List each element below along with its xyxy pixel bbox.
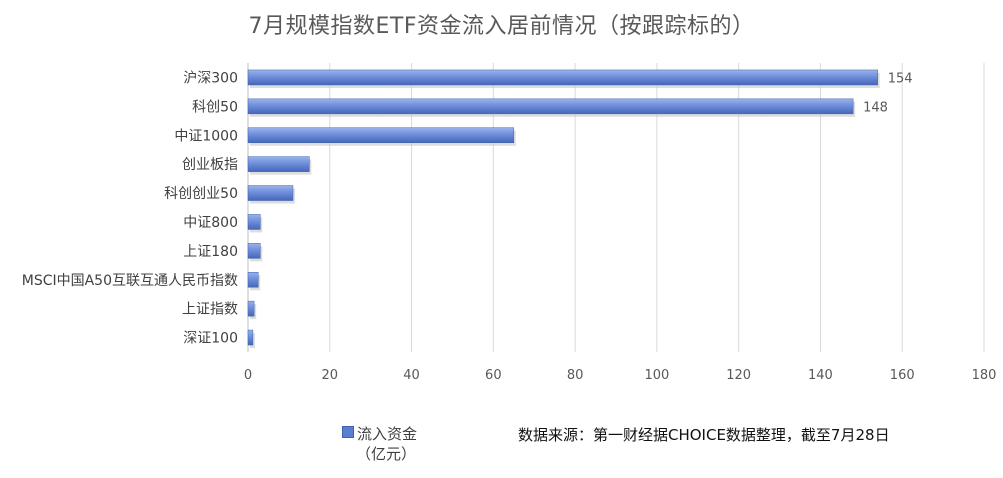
- category-label: 科创50: [192, 99, 238, 115]
- legend-label: 流入资金: [357, 425, 418, 443]
- category-label: 创业板指: [182, 157, 238, 173]
- category-label: 深证100: [183, 331, 238, 347]
- bar: [247, 329, 254, 346]
- legend-unit: （亿元）: [356, 445, 417, 463]
- bar: [247, 127, 515, 143]
- x-tick-label: 160: [890, 368, 915, 383]
- category-label: 上证180: [183, 244, 238, 260]
- bar: [247, 156, 310, 172]
- source-note: 数据来源：第一财经据CHOICE数据整理，截至7月28日: [518, 426, 890, 444]
- x-tick-label: 0: [244, 368, 252, 383]
- category-label: 上证指数: [182, 302, 238, 318]
- category-label: 中证800: [183, 215, 238, 231]
- category-label: 科创创业50: [164, 186, 238, 202]
- bar: [247, 98, 854, 115]
- x-tick-label: 140: [808, 368, 833, 383]
- category-label: 沪深300: [183, 70, 238, 86]
- category-label: 中证1000: [174, 128, 238, 144]
- bars: [247, 69, 880, 349]
- x-tick-label: 40: [403, 368, 420, 383]
- legend: 流入资金 （亿元）: [342, 424, 417, 464]
- bar: [247, 185, 294, 201]
- legend-swatch: [342, 426, 354, 438]
- data-label: 148: [863, 100, 888, 115]
- x-tick-labels: 0 20 40 60 80 100 120 140 160 180: [244, 368, 997, 383]
- category-label: MSCI中国A50互联互通人民币指数: [22, 273, 238, 289]
- x-tick-label: 120: [726, 368, 751, 383]
- x-tick-label: 20: [322, 368, 339, 383]
- x-tick-label: 60: [485, 368, 502, 383]
- bar: [247, 69, 878, 86]
- x-tick-label: 180: [972, 368, 997, 383]
- data-label: 154: [888, 71, 913, 86]
- bar: [247, 243, 261, 259]
- x-tick-label: 80: [567, 368, 584, 383]
- bar: [247, 214, 261, 230]
- x-tick-label: 100: [644, 368, 669, 383]
- bar: [247, 300, 255, 317]
- chart-title: 7月规模指数ETF资金流入居前情况（按跟踪标的）: [248, 14, 755, 39]
- bar: [247, 272, 259, 288]
